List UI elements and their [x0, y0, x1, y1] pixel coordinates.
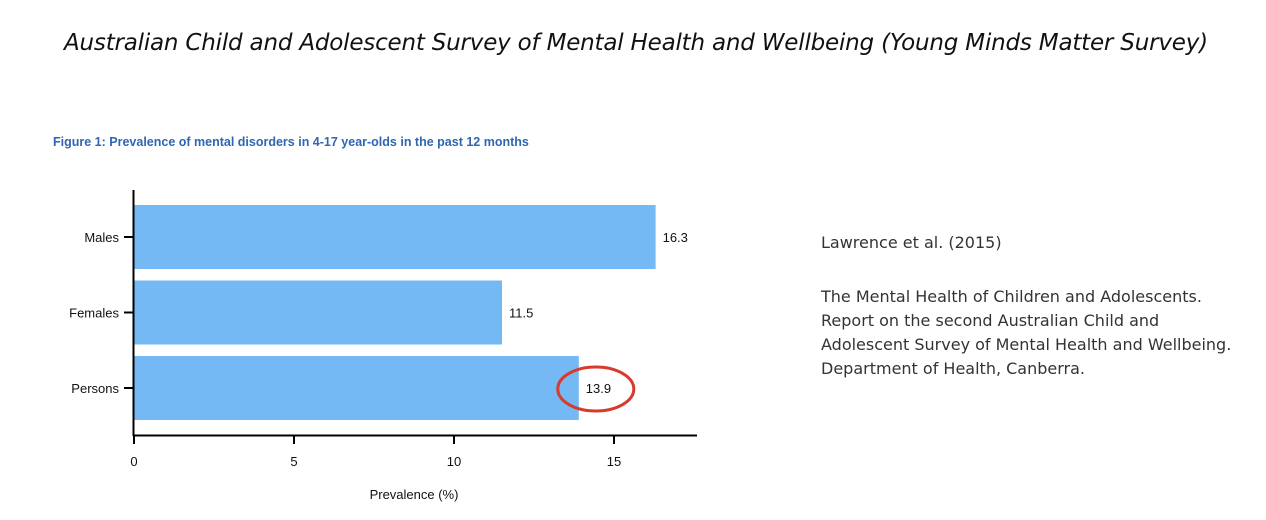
x-tick-label-5: 5 [290, 454, 297, 469]
x-axis-title: Prevalence (%) [370, 487, 459, 502]
category-label-females: Females [69, 306, 119, 321]
prevalence-bar-chart: Males 16.3 Females 11.5 Persons 13.9 0 5 10 15 Pr… [69, 190, 697, 502]
category-label-males: Males [84, 230, 119, 245]
category-label-persons: Persons [71, 381, 119, 396]
axes-layer [124, 190, 697, 444]
value-label-females: 11.5 [509, 306, 533, 321]
figure-caption: Figure 1: Prevalence of mental disorders… [53, 135, 529, 149]
x-tick-label-0: 0 [130, 454, 137, 469]
labels-layer: Males 16.3 Females 11.5 Persons 13.9 0 5 10 15 [69, 230, 688, 469]
slide-title: Australian Child and Adolescent Survey o… [64, 30, 1208, 56]
x-tick-label-15: 15 [607, 454, 621, 469]
citation: Lawrence et al. (2015) The Mental Health… [821, 231, 1241, 381]
citation-author: Lawrence et al. (2015) [821, 233, 1002, 252]
value-label-persons: 13.9 [586, 381, 611, 396]
value-label-males: 16.3 [663, 230, 688, 245]
citation-reference: The Mental Health of Children and Adoles… [821, 287, 1232, 378]
bar-persons [134, 356, 579, 420]
bars-layer [134, 205, 656, 420]
x-tick-label-10: 10 [447, 454, 461, 469]
bar-males [134, 205, 656, 269]
highlight-circle [556, 365, 636, 413]
bar-females [134, 280, 502, 345]
